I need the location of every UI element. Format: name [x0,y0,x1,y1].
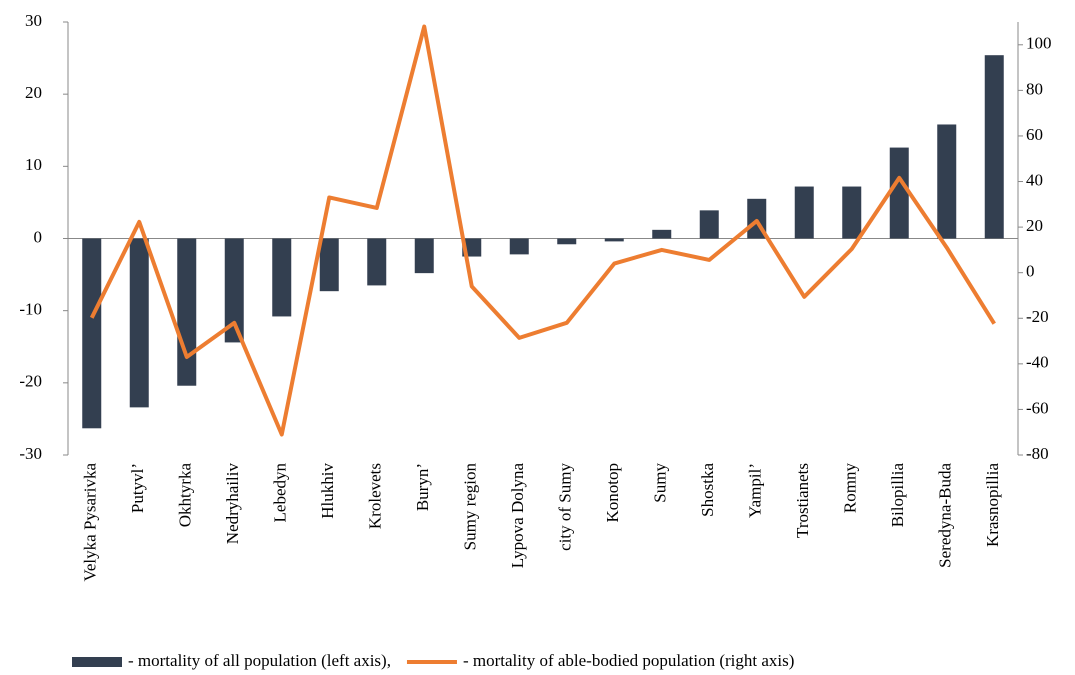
x-tick-label: Okhtyrka [176,463,195,528]
bar [557,238,577,245]
bar [367,238,387,286]
bar [652,229,672,239]
bar [414,238,434,274]
y2-tick-label: 20 [1026,216,1043,235]
x-tick-label: Shostka [698,463,717,517]
x-tick-label: Seredyna-Buda [936,463,955,568]
x-tick-label: Nedryhailiv [223,463,242,545]
y-tick-label: 0 [34,227,43,246]
x-tick-label: Lebedyn [271,463,290,523]
y2-tick-label: -40 [1026,353,1049,372]
bar [984,55,1004,239]
bar [842,186,862,239]
x-tick-label: Sumy [651,463,670,503]
x-tick-label: Velyka Pysarivka [81,463,100,582]
bar [889,147,909,239]
x-tick-label: Bilopillia [888,463,907,528]
bar [82,238,102,429]
bar [177,238,197,386]
y-tick-label: -20 [19,372,42,391]
y-tick-label: 10 [25,155,42,174]
x-tick-label: Krolevets [366,463,385,529]
y2-tick-label: -60 [1026,398,1049,417]
y-tick-label: 20 [25,83,42,102]
bar [224,238,244,343]
x-tick-label: Buryn’ [413,463,432,511]
bar [272,238,292,317]
y2-tick-label: 40 [1026,170,1043,189]
legend-label: - mortality of able-bodied population (r… [463,651,794,670]
x-tick-label: Sumy region [461,463,480,551]
x-tick-label: Krasnopillia [983,463,1002,547]
y2-tick-label: 0 [1026,262,1035,281]
x-tick-label: Romny [841,463,860,514]
legend-swatch [72,657,122,667]
y2-tick-label: 80 [1026,79,1043,98]
y2-tick-label: 60 [1026,125,1043,144]
x-tick-label: Putyvl’ [128,463,147,513]
y2-tick-label: 100 [1026,34,1052,53]
bar [699,210,719,239]
y2-tick-label: -20 [1026,307,1049,326]
bar [509,238,529,255]
line [89,24,996,437]
bar [129,238,149,408]
bar [319,238,339,292]
y-tick-label: -30 [19,444,42,463]
x-tick-label: Konotop [603,463,622,523]
x-tick-label: city of Sumy [556,463,575,551]
x-tick-label: Lypova Dolyna [508,463,527,569]
bar [937,124,957,239]
bar [794,186,814,239]
x-tick-label: Hlukhiv [318,463,337,519]
y-tick-label: 30 [25,11,42,30]
bar [604,238,624,242]
legend-label: - mortality of all population (left axis… [128,651,391,670]
y2-tick-label: -80 [1026,444,1049,463]
x-tick-label: Trostianets [793,463,812,538]
x-tick-label: Yampil’ [746,463,765,518]
y-tick-label: -10 [19,300,42,319]
